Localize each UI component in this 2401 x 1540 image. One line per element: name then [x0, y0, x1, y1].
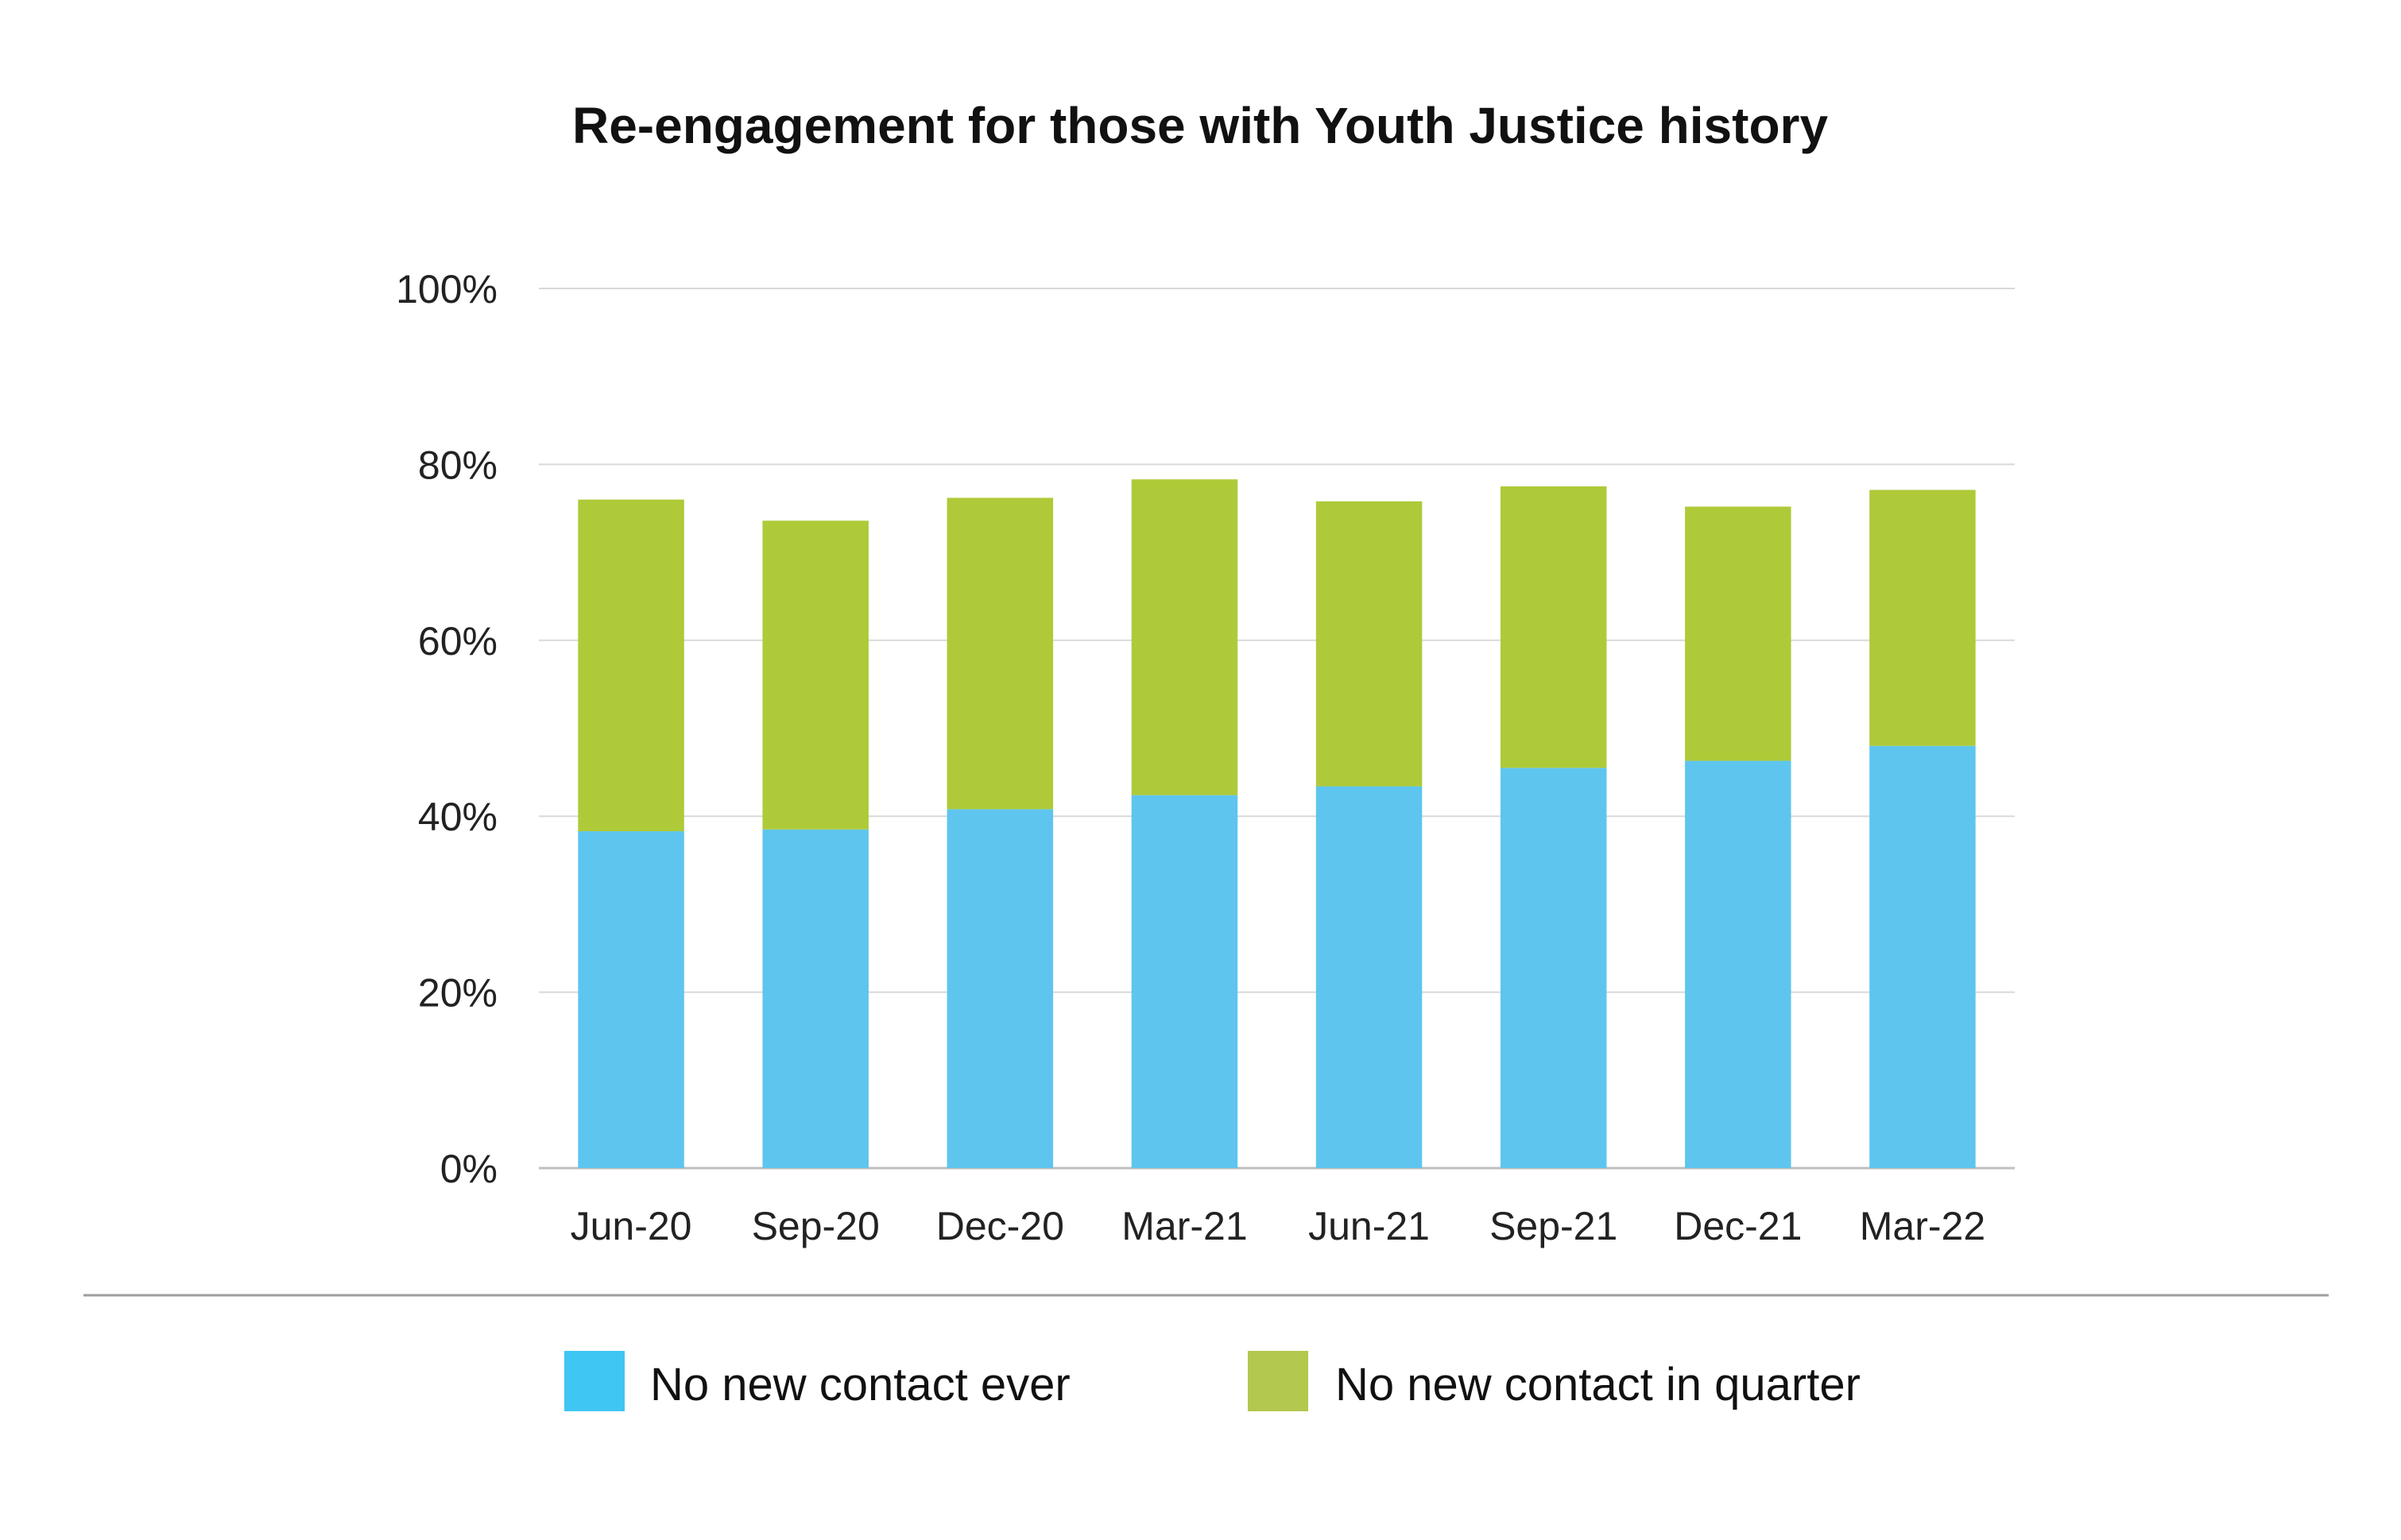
bar-no-new-contact-ever: [1315, 786, 1423, 1168]
y-tick-label: 0%: [440, 1147, 498, 1191]
bar-no-new-contact-ever: [578, 831, 684, 1168]
legend-swatch: [564, 1351, 625, 1411]
x-tick-label: Dec-21: [1674, 1204, 1802, 1248]
bar-no-new-contact-ever: [1685, 760, 1791, 1168]
grid-lines: [539, 288, 2015, 1170]
bar-no-new-contact-in-quarter: [1500, 486, 1607, 768]
y-tick-label: 100%: [396, 267, 498, 311]
x-tick-label: Sep-20: [752, 1204, 880, 1248]
legend-swatch: [1248, 1351, 1308, 1411]
x-tick-label: Dec-20: [936, 1204, 1064, 1248]
bar-no-new-contact-in-quarter: [578, 499, 684, 832]
x-tick-label: Mar-21: [1121, 1204, 1247, 1248]
y-axis-ticks: 0% 20% 40% 60% 80% 100%: [396, 267, 498, 1191]
x-tick-label: Jun-21: [1308, 1204, 1430, 1248]
y-tick-label: 20%: [418, 971, 498, 1016]
bar-no-new-contact-in-quarter: [762, 520, 869, 830]
bar-no-new-contact-ever: [1131, 795, 1238, 1168]
bars: [578, 479, 1976, 1168]
y-tick-label: 60%: [418, 619, 498, 664]
bar-no-new-contact-in-quarter: [947, 497, 1054, 810]
legend-label: No new contact ever: [650, 1359, 1071, 1410]
bar-no-new-contact-ever: [947, 809, 1054, 1168]
x-tick-label: Mar-22: [1860, 1204, 1985, 1248]
chart-title: Re-engagement for those with Youth Justi…: [572, 97, 1828, 154]
bar-no-new-contact-ever: [762, 829, 869, 1168]
x-tick-label: Sep-21: [1489, 1204, 1617, 1248]
x-tick-label: Jun-20: [571, 1204, 692, 1248]
bar-no-new-contact-ever: [1500, 768, 1607, 1168]
bar-no-new-contact-in-quarter: [1315, 501, 1423, 787]
y-tick-label: 40%: [418, 795, 498, 839]
legend-label: No new contact in quarter: [1335, 1359, 1861, 1410]
bar-no-new-contact-in-quarter: [1869, 489, 1976, 746]
bar-no-new-contact-in-quarter: [1131, 479, 1238, 795]
bar-no-new-contact-ever: [1869, 745, 1976, 1168]
x-axis-ticks: Jun-20 Sep-20 Dec-20 Mar-21 Jun-21 Sep-21 Dec-…: [571, 1204, 1986, 1248]
y-tick-label: 80%: [418, 443, 498, 487]
bar-no-new-contact-in-quarter: [1685, 506, 1791, 761]
legend: No new contact ever No new contact in qua…: [564, 1351, 1861, 1411]
